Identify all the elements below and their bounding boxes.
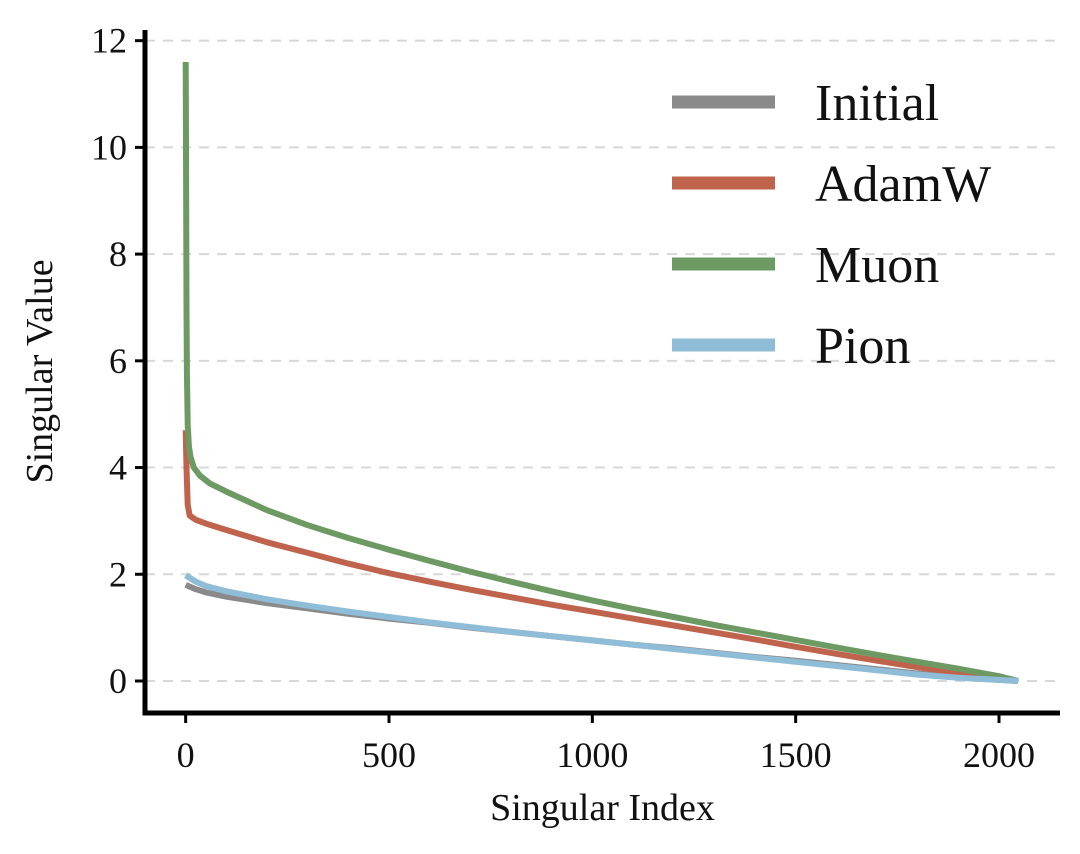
legend-label-initial: Initial bbox=[815, 75, 939, 132]
y-tick-label: 6 bbox=[109, 341, 127, 381]
series-lines bbox=[182, 61, 1019, 684]
tick-labels: 0 2 4 6 8 10 12 0 500 1000 1500 2000 bbox=[91, 21, 1035, 775]
x-tick-label: 1500 bbox=[760, 735, 832, 775]
grid bbox=[145, 39, 1060, 682]
y-tick-label: 2 bbox=[109, 554, 127, 594]
x-axis-title: Singular Index bbox=[490, 787, 715, 829]
series-line-adamw bbox=[182, 430, 1019, 684]
legend: Initial AdamW Muon Pion bbox=[672, 75, 991, 375]
y-tick-label: 8 bbox=[109, 234, 127, 274]
y-tick-label: 10 bbox=[91, 127, 127, 167]
legend-label-adamw: AdamW bbox=[815, 156, 991, 213]
series-line-pion bbox=[184, 572, 1019, 684]
legend-label-pion: Pion bbox=[815, 318, 910, 375]
x-tick-label: 2000 bbox=[963, 735, 1035, 775]
y-axis-title: Singular Value bbox=[19, 259, 61, 483]
series-line-muon bbox=[182, 61, 1019, 684]
x-tick-label: 0 bbox=[177, 735, 195, 775]
legend-label-muon: Muon bbox=[815, 237, 939, 294]
series-line-initial bbox=[184, 582, 1019, 684]
x-tick-label: 500 bbox=[362, 735, 416, 775]
x-tick-label: 1000 bbox=[556, 735, 628, 775]
y-tick-label: 0 bbox=[109, 661, 127, 701]
y-tick-label: 12 bbox=[91, 21, 127, 61]
axes bbox=[135, 30, 1060, 723]
y-tick-label: 4 bbox=[109, 448, 127, 488]
